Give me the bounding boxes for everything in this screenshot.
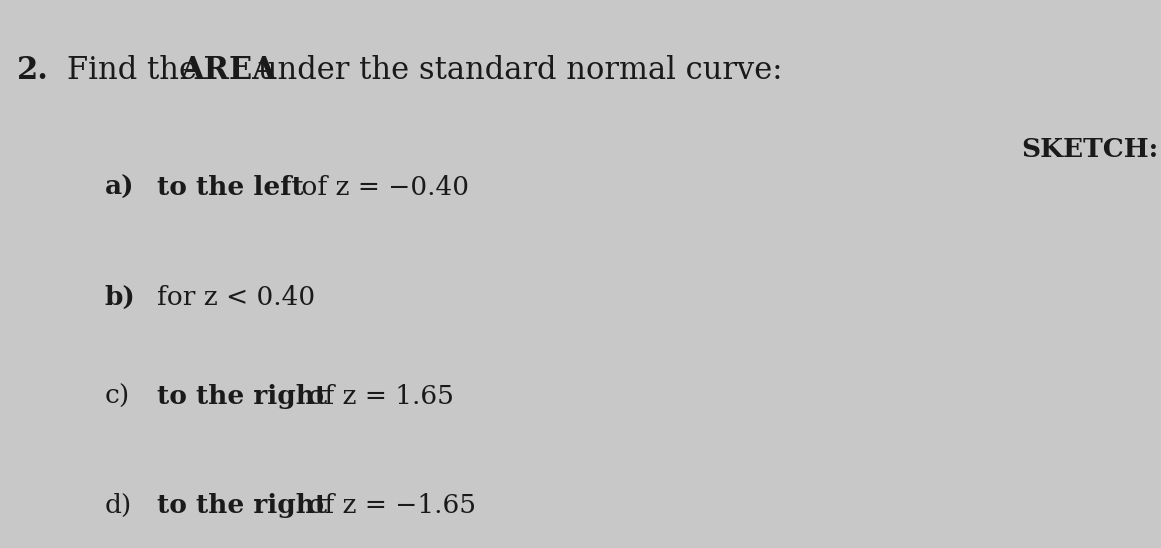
Text: to the left: to the left <box>157 175 303 201</box>
Text: of z = −0.40: of z = −0.40 <box>293 175 469 201</box>
Text: AREA: AREA <box>180 55 276 86</box>
Text: a): a) <box>104 175 134 201</box>
Text: of z = −1.65: of z = −1.65 <box>300 493 476 518</box>
Text: SKETCH:: SKETCH: <box>1022 137 1159 162</box>
Text: c): c) <box>104 384 130 409</box>
Text: under the standard normal curve:: under the standard normal curve: <box>248 55 783 86</box>
Text: to the right: to the right <box>157 384 327 409</box>
Text: to the right: to the right <box>157 493 327 518</box>
Text: Find the: Find the <box>67 55 207 86</box>
Text: 2.: 2. <box>17 55 49 86</box>
Text: d): d) <box>104 493 131 518</box>
Text: for z < 0.40: for z < 0.40 <box>157 285 315 310</box>
Text: b): b) <box>104 285 135 310</box>
Text: of z = 1.65: of z = 1.65 <box>300 384 454 409</box>
